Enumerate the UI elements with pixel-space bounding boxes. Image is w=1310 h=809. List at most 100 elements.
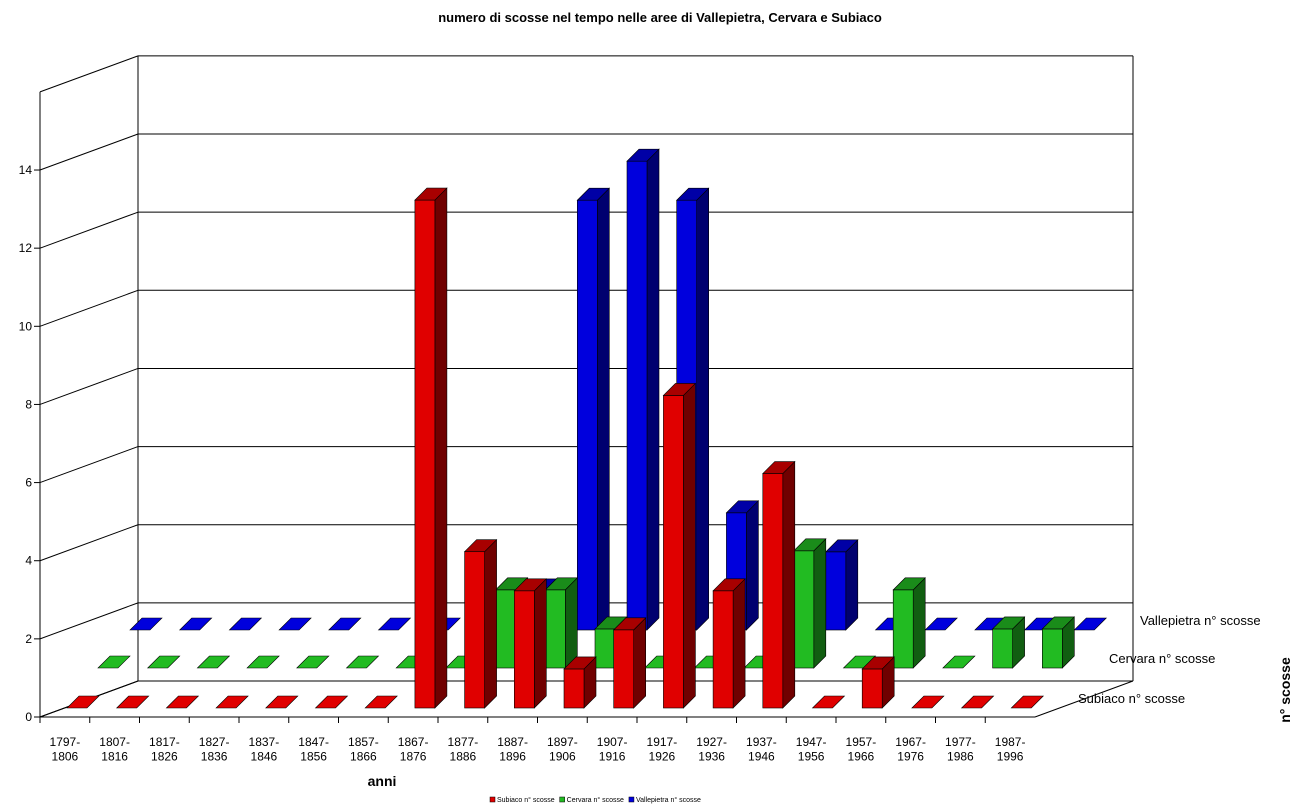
bar-front [712,590,734,709]
bar-side [746,500,759,631]
bar-front [1042,628,1063,669]
bar-front [762,473,784,709]
y-tick-label: 14 [19,163,33,177]
bar-front [513,590,535,709]
bar [576,187,611,631]
bar-side [564,577,578,669]
bar [825,539,859,631]
legend-label: Cervara n° scosse [567,796,624,804]
bar [215,695,249,709]
bar-top [278,617,312,631]
legend-swatch [628,796,635,803]
grid-line [39,446,139,484]
bar-front [594,628,616,669]
bar-top [811,695,846,709]
x-tick-label: 1877-1886 [448,735,479,763]
bar-top [675,187,710,201]
bar-top [861,656,895,670]
series-depth-label: Vallepietra n° scosse [1140,613,1261,628]
bar-top [712,578,746,592]
bar-front [663,395,684,709]
bar-front [414,199,436,709]
bar [196,655,231,669]
bar-side [646,148,660,631]
bar-top [1010,695,1045,709]
bar [563,656,597,709]
x-tick-label: 1917-1926 [647,735,678,763]
bar [146,655,181,669]
legend-swatch [489,796,496,803]
bar [278,617,312,631]
x-axis-title: anni [368,773,397,789]
bar [364,695,398,709]
bar [793,538,827,669]
x-tick-label: 1967-1976 [895,735,926,763]
bar-top [513,578,548,592]
bar-front [825,551,847,631]
grid-line [39,367,139,405]
bar-top [793,538,827,552]
grid-line [39,602,139,640]
bar-top [215,695,249,709]
bar-top [725,500,760,514]
bar-side [845,539,859,631]
bar-side [813,538,827,669]
bar-front [464,551,485,709]
x-tick-label: 1927-1936 [696,735,727,763]
series-depth-label: Subiaco n° scosse [1078,691,1185,706]
bar-top [178,617,213,631]
bar [228,617,263,631]
bar-top [1041,616,1076,630]
bar-front [892,589,914,669]
bar [328,617,362,631]
bar [991,616,1026,669]
bar [463,538,498,709]
bar-side [912,577,926,669]
bar-side [484,538,497,709]
x-tick-label: 1807-1816 [99,735,130,763]
bar [314,695,349,709]
bar-top [165,695,200,709]
bar-top [494,577,529,591]
grid-line [39,524,139,562]
bar [66,695,100,709]
x-tick-label: 1987-1996 [995,735,1026,763]
legend-label: Vallepietra n° scosse [636,796,701,804]
x-tick-label: 1907-1916 [597,735,628,763]
bar-top [414,187,448,201]
bar-top [842,655,877,669]
bar-top [991,616,1026,630]
bar [892,577,926,669]
x-tick-label: 1897-1906 [547,735,578,763]
grid-line [39,211,139,249]
x-tick-label: 1937-1946 [746,735,777,763]
bar [712,578,746,709]
bar [1041,616,1076,669]
wall-edge [39,55,139,93]
bar [165,695,200,709]
bar-front [613,629,635,709]
bar-top [1073,617,1108,631]
bar [129,617,163,631]
x-tick-label: 1827-1836 [199,735,230,763]
x-tick-label: 1887-1896 [497,735,528,763]
x-tick-label: 1797-1806 [50,735,81,763]
bar [296,655,330,669]
bar [762,460,796,709]
bar [1073,617,1108,631]
bar-side [732,578,746,709]
x-tick-label: 1957-1966 [846,735,877,763]
bar [811,695,846,709]
y-tick-label: 0 [25,710,32,724]
bar-top [265,695,299,709]
bar-front [563,668,585,709]
bar-top [762,461,796,474]
bar-top [364,695,398,709]
bar [842,655,877,669]
bar-front [626,160,648,631]
bar-side [782,460,796,709]
bar-top [377,617,412,631]
bar-front [793,550,815,669]
bar-side [434,187,448,709]
